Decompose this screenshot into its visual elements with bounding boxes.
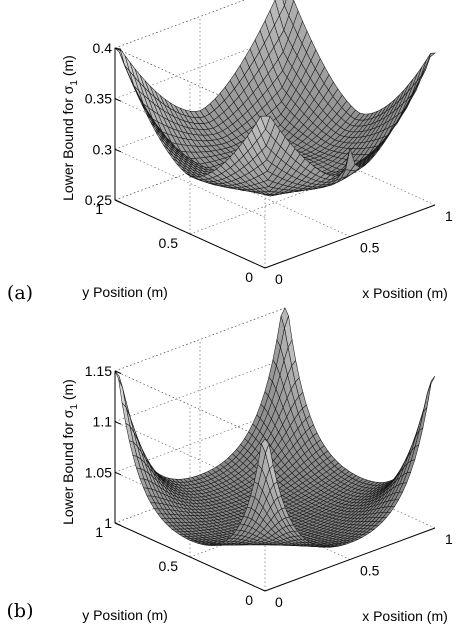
x-tick-label: 0 <box>275 271 283 287</box>
z-axis-label: Lower Bound for σ1 (m) <box>60 379 80 525</box>
z-tick-label: 0.4 <box>93 40 113 56</box>
z-tick-label: 1.15 <box>85 363 112 379</box>
z-axis-label: Lower Bound for σ1 (m) <box>60 55 80 201</box>
z-tick-label: 1.05 <box>85 464 112 480</box>
surface-mesh <box>114 307 436 548</box>
panel-label: (b) <box>7 600 34 622</box>
surface-panel-a: 0.25 0.3 0.35 0.4 0 0.5 1 0 0.5 1 y Position (m) x … <box>7 0 453 304</box>
x-tick-label: 0 <box>275 594 283 610</box>
x-tick-label: 0.5 <box>360 240 380 256</box>
x-axis-label: x Position (m) <box>362 608 448 624</box>
y-tick-label: 1 <box>95 524 103 540</box>
x-tick-label: 1 <box>445 208 453 224</box>
z-tick-label: 0.35 <box>85 91 112 107</box>
y-tick-label: 0 <box>245 269 253 285</box>
x-tick-label: 1 <box>445 531 453 547</box>
y-tick-label: 0.5 <box>159 235 179 251</box>
x-tick-label: 0.5 <box>360 563 380 579</box>
x-axis-label: x Position (m) <box>362 285 448 301</box>
y-tick-label: 0 <box>245 592 253 608</box>
axes-lines <box>114 48 436 269</box>
z-tick-label: 1.1 <box>93 414 113 430</box>
z-tick-label: 0.25 <box>85 192 112 208</box>
y-tick-label: 0.5 <box>159 558 179 574</box>
y-axis-label: y Position (m) <box>82 607 168 623</box>
z-tick-label: 1 <box>104 515 112 531</box>
y-axis-label: y Position (m) <box>82 284 168 300</box>
axes-lines <box>114 371 436 592</box>
z-tick-label: 0.3 <box>93 141 113 157</box>
surface-mesh <box>114 0 436 197</box>
panel-label: (a) <box>7 282 33 304</box>
surface-panel-b: 1 1.05 1.1 1.15 0 0.5 1 0 0.5 1 y Position (m) x Po… <box>7 307 453 624</box>
y-tick-label: 1 <box>95 201 103 217</box>
